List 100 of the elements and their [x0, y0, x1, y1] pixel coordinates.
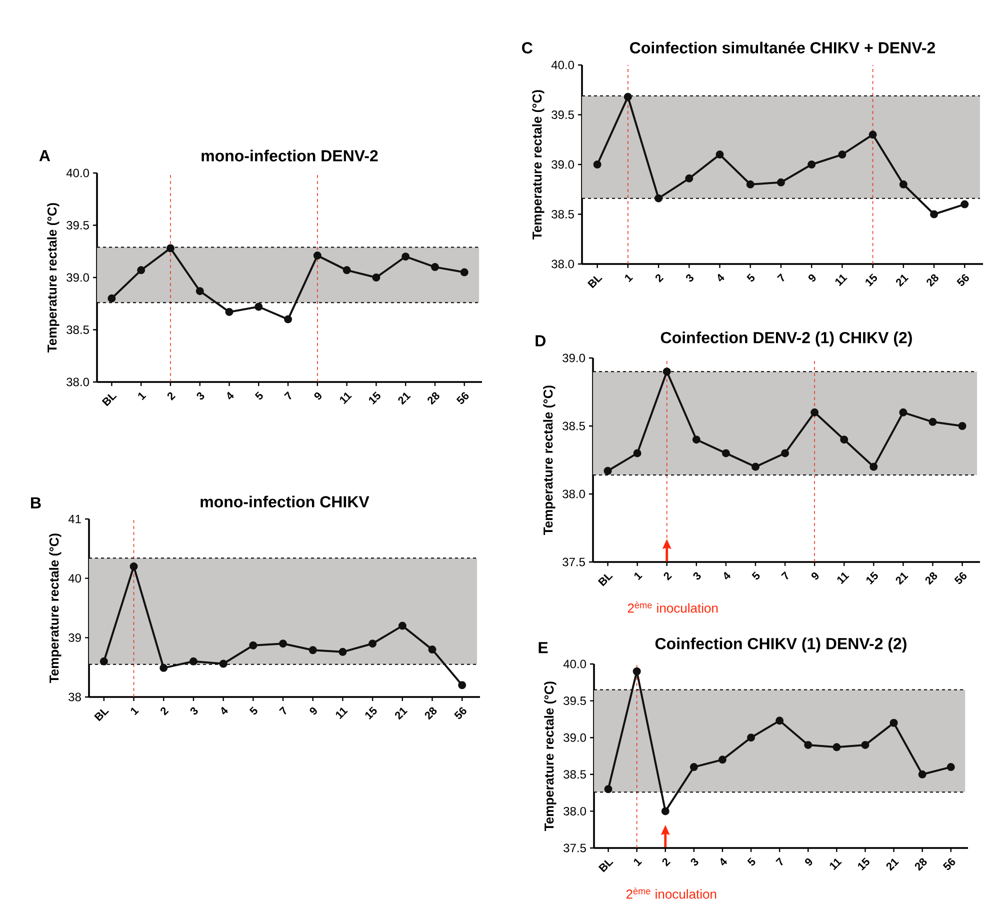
point — [402, 252, 410, 261]
point — [284, 315, 292, 324]
point — [458, 681, 466, 690]
x-tick-label: 21 — [896, 572, 908, 585]
x-tick-label: BL — [94, 709, 110, 722]
x-tick-label: 11 — [835, 274, 848, 286]
x-tick-label: 56 — [956, 274, 969, 286]
point — [624, 92, 632, 101]
point — [870, 462, 878, 471]
x-tick-label: 11 — [340, 392, 352, 404]
text: 2$^{ème}$ inoculation — [626, 888, 716, 899]
x-tick-label: 4 — [718, 274, 724, 282]
y-tick-label: 39.5 — [564, 696, 586, 706]
x-tick-label: 1 — [138, 392, 146, 400]
point — [313, 252, 322, 260]
x-tick-label: 4 — [227, 392, 234, 400]
x-tick-label: 4 — [720, 858, 728, 866]
y-tick-label: 39.0 — [564, 733, 586, 742]
y-axis-title: Temperature rectale (°C) — [532, 90, 544, 240]
x-tick-label: 15 — [866, 572, 878, 585]
chart-title: Coinfection simultanée CHIKV + DENV-2 — [630, 42, 936, 54]
text: C — [522, 42, 532, 54]
x-tick-label: 1 — [130, 707, 139, 716]
point — [249, 641, 258, 650]
x-tick-label: 21 — [398, 392, 411, 405]
point — [946, 763, 955, 772]
x-tick-label: 56 — [456, 392, 469, 404]
y-tick-label: 40.0 — [563, 660, 586, 668]
point — [219, 660, 228, 668]
x-tick-label: 3 — [693, 572, 701, 580]
x-tick-label: 7 — [284, 391, 292, 400]
x-tick-label: 5 — [249, 706, 258, 715]
y-tick-label: 38.5 — [552, 210, 574, 218]
point — [776, 178, 785, 186]
x-tick-label: BL — [587, 276, 602, 288]
x-tick-label: 3 — [690, 858, 698, 866]
point — [279, 640, 288, 648]
point — [747, 734, 756, 742]
point — [861, 740, 870, 749]
point — [690, 763, 698, 772]
point — [338, 648, 347, 656]
y-tick-label: 39.5 — [66, 221, 89, 230]
x-tick-label: 21 — [886, 858, 899, 871]
point — [308, 646, 317, 654]
point — [840, 436, 848, 444]
point — [593, 160, 602, 168]
y-axis-title: Temperature rectale (°C) — [544, 682, 556, 831]
point — [633, 449, 642, 458]
point — [130, 562, 138, 570]
x-tick-label: 15 — [866, 274, 877, 287]
point — [808, 160, 816, 168]
point — [685, 174, 694, 182]
point — [100, 657, 108, 666]
point — [166, 244, 174, 252]
y-axis-title: Temperature rectale (°C) — [543, 386, 556, 535]
text: A — [39, 150, 50, 162]
point — [632, 667, 641, 676]
x-tick-label: 4 — [724, 572, 731, 580]
x-tick-label: 4 — [221, 706, 228, 714]
x-tick-label: 1 — [634, 572, 642, 580]
point — [196, 287, 204, 296]
chart-title: mono-infection CHIKV — [200, 496, 370, 508]
x-tick-label: 28 — [428, 392, 440, 405]
x-tick-label: 7 — [781, 571, 788, 580]
point — [868, 130, 877, 139]
x-tick-label: 2 — [664, 572, 672, 580]
point — [430, 263, 439, 272]
point — [604, 466, 612, 475]
point — [718, 756, 726, 764]
x-tick-label: 2 — [655, 274, 664, 282]
point — [654, 194, 663, 202]
x-tick-label: BL — [102, 394, 117, 406]
x-tick-label: 7 — [776, 273, 784, 282]
chart-title: Coinfection DENV-2 (1) CHIKV (2) — [660, 332, 912, 346]
x-tick-label: 21 — [896, 274, 909, 287]
x-tick-label: BL — [598, 574, 613, 586]
chart-title: mono-infection DENV-2 — [202, 150, 378, 162]
x-tick-label: 5 — [752, 572, 760, 580]
point — [225, 308, 234, 316]
x-tick-label: 28 — [926, 274, 938, 287]
x-tick-label: 3 — [190, 707, 198, 715]
point — [918, 770, 926, 778]
x-tick-label: 9 — [310, 707, 317, 715]
point — [890, 718, 898, 727]
y-axis-title: Temperature rectale (°C) — [47, 203, 60, 352]
x-tick-label: 5 — [254, 392, 263, 400]
text: 2$^{ème}$ inoculation — [628, 602, 718, 613]
x-tick-label: 56 — [954, 572, 967, 584]
x-tick-label: 56 — [942, 858, 956, 870]
y-tick-label: 40.0 — [551, 60, 574, 70]
point — [899, 180, 908, 188]
point — [928, 418, 937, 426]
x-tick-label: 2 — [662, 858, 670, 866]
x-tick-label: 1 — [624, 274, 634, 282]
point — [372, 273, 380, 282]
point — [137, 266, 146, 274]
x-tick-label: 5 — [747, 858, 756, 866]
text: E — [538, 642, 548, 654]
x-tick-label: 28 — [914, 858, 927, 871]
y-tick-label: 38.5 — [66, 326, 89, 334]
